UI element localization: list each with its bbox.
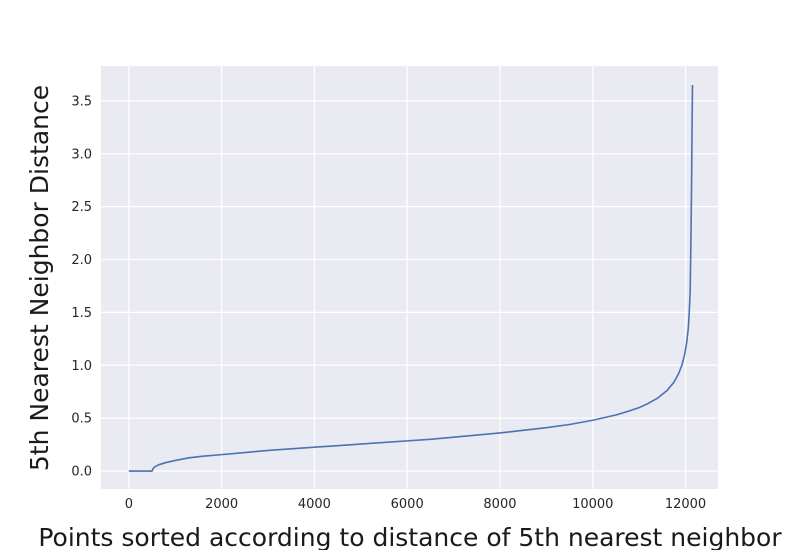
horizontal-gridlines bbox=[101, 100, 718, 472]
y-tick-label: 2.0 bbox=[71, 253, 92, 268]
y-tick-label: 1.5 bbox=[71, 306, 92, 321]
y-tick-label: 0.0 bbox=[71, 465, 92, 480]
x-tick-label: 12000 bbox=[665, 497, 706, 512]
x-tick-labels: 0 2000 4000 6000 8000 10000 12000 bbox=[125, 497, 707, 512]
y-tick-label: 1.0 bbox=[71, 359, 92, 374]
y-tick-label: 2.5 bbox=[71, 200, 92, 215]
y-tick-label: 3.5 bbox=[71, 94, 92, 109]
x-tick-label: 4000 bbox=[298, 497, 331, 512]
x-tick-label: 10000 bbox=[572, 497, 613, 512]
y-tick-labels: 0.0 0.5 1.0 1.5 2.0 2.5 3.0 3.5 bbox=[71, 94, 92, 479]
y-axis-label: 5th Nearest Neighbor Distance bbox=[25, 85, 54, 471]
y-tick-label: 3.0 bbox=[71, 147, 92, 162]
x-tick-label: 6000 bbox=[391, 497, 424, 512]
x-tick-label: 0 bbox=[125, 497, 133, 512]
x-tick-label: 8000 bbox=[483, 497, 516, 512]
x-axis-label: Points sorted according to distance of 5… bbox=[38, 523, 782, 550]
plot-background bbox=[101, 66, 718, 489]
x-tick-label: 2000 bbox=[205, 497, 238, 512]
y-tick-label: 0.5 bbox=[71, 412, 92, 427]
vertical-gridlines bbox=[128, 66, 687, 489]
series-line bbox=[128, 85, 694, 472]
